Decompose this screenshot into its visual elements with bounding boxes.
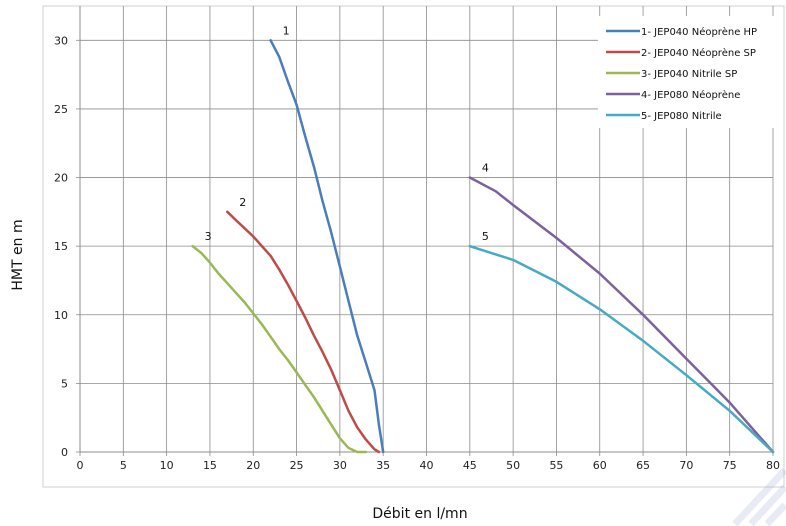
- curve-label-3: 3: [205, 230, 212, 243]
- x-tick-label: 0: [77, 459, 84, 472]
- y-tick-label: 0: [61, 446, 68, 459]
- legend-label-3: 3- JEP040 Nitrile SP: [641, 69, 737, 80]
- curve-label-4: 4: [482, 162, 489, 175]
- x-tick-label: 45: [463, 459, 477, 472]
- y-tick-labels: 0 5 10 15 20 25 30: [54, 34, 68, 459]
- x-tick-label: 35: [376, 459, 390, 472]
- curve-labels: 1 2 3 4 5: [205, 24, 489, 243]
- x-tick-label: 15: [203, 459, 217, 472]
- watermark: [732, 467, 786, 526]
- x-tick-label: 5: [120, 459, 127, 472]
- y-tick-label: 20: [54, 172, 68, 185]
- x-tick-label: 80: [766, 459, 780, 472]
- series-line-5: [468, 244, 775, 454]
- grid: [80, 6, 774, 452]
- x-tick-label: 70: [679, 459, 693, 472]
- y-tick-label: 15: [54, 240, 68, 253]
- series-line-4: [468, 176, 775, 454]
- curve-label-2: 2: [239, 196, 246, 209]
- legend-label-5: 5- JEP080 Nitrile: [641, 111, 722, 122]
- x-tick-label: 60: [593, 459, 607, 472]
- legend-label-2: 2- JEP040 Néoprène SP: [641, 47, 756, 59]
- x-tick-label: 50: [506, 459, 520, 472]
- series-lines: [191, 39, 775, 454]
- x-axis-title: Débit en l/mn: [372, 506, 467, 522]
- x-tick-label: 20: [246, 459, 260, 472]
- x-tick-label: 40: [420, 459, 434, 472]
- curve-label-1: 1: [283, 24, 290, 37]
- y-axis-title: HMT en m: [10, 219, 26, 290]
- x-tick-label: 55: [549, 459, 563, 472]
- x-tick-label: 30: [333, 459, 347, 472]
- y-tick-label: 10: [54, 309, 68, 322]
- curve-label-5: 5: [482, 230, 489, 243]
- y-tick-label: 30: [54, 34, 68, 47]
- series-line-1: [269, 39, 385, 454]
- y-tick-label: 5: [61, 377, 68, 390]
- axes: [76, 6, 774, 456]
- legend: 1- JEP040 Néoprène HP 2- JEP040 Néoprène …: [598, 16, 778, 128]
- legend-label-4: 4- JEP080 Néoprène: [641, 89, 740, 101]
- legend-label-1: 1- JEP040 Néoprène HP: [641, 26, 757, 38]
- x-tick-label: 10: [160, 459, 174, 472]
- series-line-2: [226, 210, 381, 454]
- x-tick-labels: 0 5 10 15 20 25 30 35 40 45 50 55 60 65 70 75 80: [77, 459, 781, 472]
- x-tick-label: 75: [723, 459, 737, 472]
- series-line-3: [191, 244, 368, 454]
- y-tick-label: 25: [54, 103, 68, 116]
- x-tick-label: 65: [636, 459, 650, 472]
- x-tick-label: 25: [290, 459, 304, 472]
